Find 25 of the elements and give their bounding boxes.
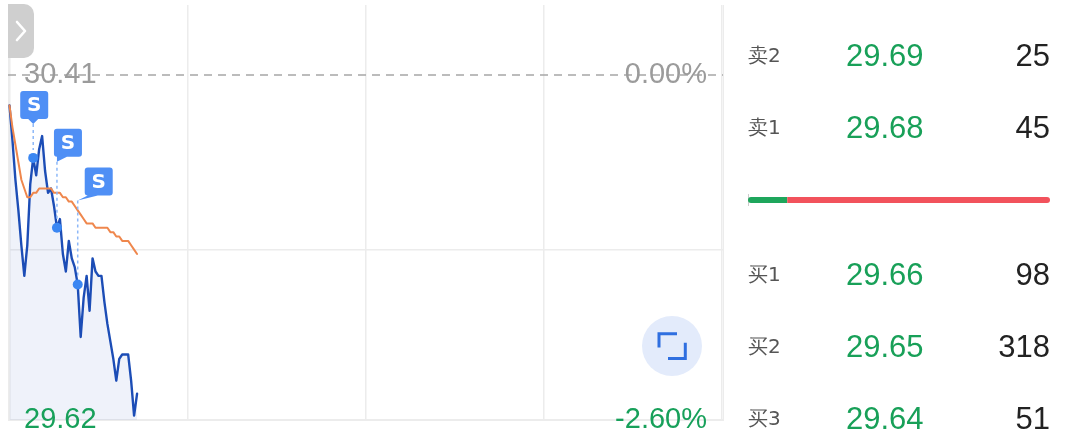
text: 买3	[748, 406, 781, 430]
text: 51	[1015, 400, 1050, 436]
text: 29.69	[846, 37, 924, 73]
y2-tick-label: -2.60%	[615, 402, 707, 434]
data-label: S	[91, 168, 106, 193]
text: 卖1	[748, 115, 781, 139]
text: 买2	[748, 334, 781, 358]
y-tick-label: 29.62	[24, 402, 97, 434]
text: 29.65	[846, 328, 924, 364]
point	[72, 279, 83, 290]
text: 卖2	[748, 43, 781, 67]
text: 45	[1015, 109, 1050, 145]
text: 29.66	[846, 256, 924, 292]
text: 29.64	[846, 400, 924, 436]
point	[51, 222, 62, 233]
y-tick-label: 30.41	[24, 56, 97, 89]
data-label: S	[60, 129, 76, 154]
point	[28, 152, 39, 163]
text: 买1	[748, 262, 781, 286]
text: 29.68	[846, 109, 924, 145]
text: 318	[998, 328, 1050, 364]
text: 98	[1015, 256, 1050, 292]
data-label: S	[27, 92, 42, 117]
y2-tick-label: 0.00%	[624, 57, 707, 90]
text: 25	[1015, 37, 1050, 73]
